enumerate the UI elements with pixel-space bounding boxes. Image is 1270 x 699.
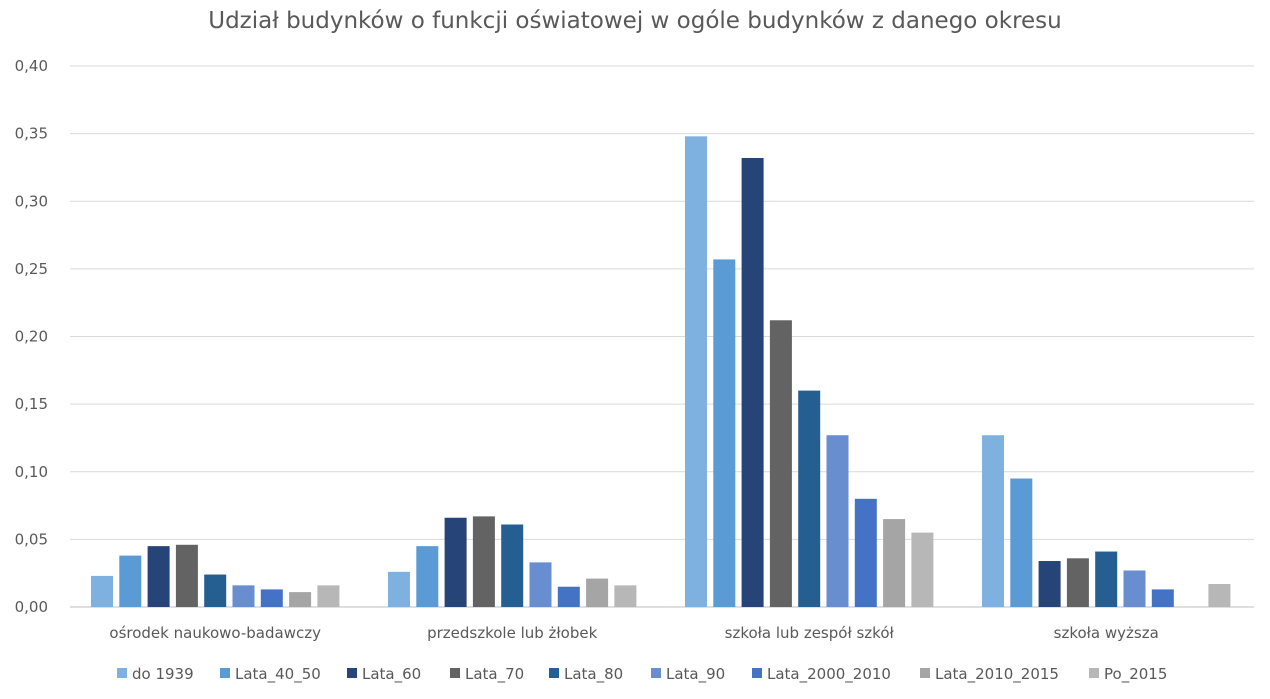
bar-Lata_90-0 xyxy=(232,585,255,607)
bar-Lata_40_50-0 xyxy=(119,555,142,607)
legend-swatch xyxy=(651,668,661,678)
y-tick-label: 0,25 xyxy=(15,260,48,278)
bar-Po_2015-1 xyxy=(614,585,637,607)
y-tick-label: 0,30 xyxy=(15,192,48,210)
bar-Lata_2000_2010-1 xyxy=(557,586,580,607)
bar-Lata_60-3 xyxy=(1038,561,1061,607)
bar-Lata_60-1 xyxy=(444,517,467,607)
legend-label: Lata_90 xyxy=(666,665,725,684)
bar-Lata_40_50-3 xyxy=(1010,478,1033,607)
bar-do 1939-3 xyxy=(982,435,1004,607)
bar-Lata_70-0 xyxy=(175,544,198,607)
legend-swatch xyxy=(1089,668,1099,678)
y-tick-label: 0,20 xyxy=(15,328,48,346)
y-tick-label: 0,15 xyxy=(15,395,48,413)
bar-Lata_80-3 xyxy=(1095,551,1118,607)
bar-Lata_80-1 xyxy=(501,524,524,607)
bar-Lata_40_50-1 xyxy=(416,546,439,607)
bar-Lata_90-1 xyxy=(529,562,552,607)
legend-label: Lata_2000_2010 xyxy=(767,665,891,684)
bar-Lata_2000_2010-3 xyxy=(1151,589,1174,607)
bar-Lata_60-0 xyxy=(147,546,170,607)
legend-label: Po_2015 xyxy=(1104,665,1167,684)
y-tick-label: 0,00 xyxy=(15,598,48,616)
bar-Lata_90-2 xyxy=(826,435,849,607)
bar-Lata_40_50-2 xyxy=(713,259,736,607)
y-tick-label: 0,10 xyxy=(15,463,48,481)
chart-title: Udział budynków o funkcji oświatowej w o… xyxy=(208,8,1062,34)
bar-Lata_2010_2015-2 xyxy=(883,519,906,607)
bar-Lata_60-2 xyxy=(741,157,764,607)
legend-swatch xyxy=(347,668,357,678)
bar-do 1939-0 xyxy=(91,575,113,607)
y-tick-label: 0,35 xyxy=(15,125,48,143)
legend-label: Lata_2010_2015 xyxy=(935,665,1059,684)
legend-label: Lata_40_50 xyxy=(235,665,321,684)
bar-Po_2015-0 xyxy=(317,585,340,607)
legend-label: do 1939 xyxy=(132,665,194,683)
legend-swatch xyxy=(117,668,127,678)
bar-Lata_80-2 xyxy=(798,390,821,607)
legend-label: Lata_60 xyxy=(362,665,421,684)
legend-swatch xyxy=(920,668,930,678)
category-label: szkoła wyższa xyxy=(1054,624,1159,642)
category-label: przedszkole lub żłobek xyxy=(427,624,598,642)
bar-Po_2015-3 xyxy=(1208,584,1231,607)
category-label: szkoła lub zespół szkół xyxy=(725,624,895,642)
legend-swatch xyxy=(450,668,460,678)
y-tick-label: 0,40 xyxy=(15,57,48,75)
bar-Lata_70-1 xyxy=(472,516,495,607)
bar-do 1939-1 xyxy=(388,571,410,607)
bar-Po_2015-2 xyxy=(911,532,934,607)
y-tick-label: 0,05 xyxy=(15,530,48,548)
bar-do 1939-2 xyxy=(685,136,707,607)
legend-label: Lata_70 xyxy=(465,665,524,684)
bar-Lata_70-3 xyxy=(1066,558,1089,607)
legend-swatch xyxy=(549,668,559,678)
category-label: ośrodek naukowo-badawczy xyxy=(109,624,321,642)
bar-Lata_2010_2015-1 xyxy=(586,578,609,607)
bar-Lata_70-2 xyxy=(769,320,792,607)
bar-Lata_80-0 xyxy=(204,574,227,607)
bar-Lata_2000_2010-2 xyxy=(854,498,877,607)
bar-Lata_90-3 xyxy=(1123,570,1146,607)
bar-Lata_2000_2010-0 xyxy=(260,589,283,607)
legend-swatch xyxy=(752,668,762,678)
legend-label: Lata_80 xyxy=(564,665,623,684)
bar-Lata_2010_2015-0 xyxy=(289,592,312,607)
legend-swatch xyxy=(220,668,230,678)
